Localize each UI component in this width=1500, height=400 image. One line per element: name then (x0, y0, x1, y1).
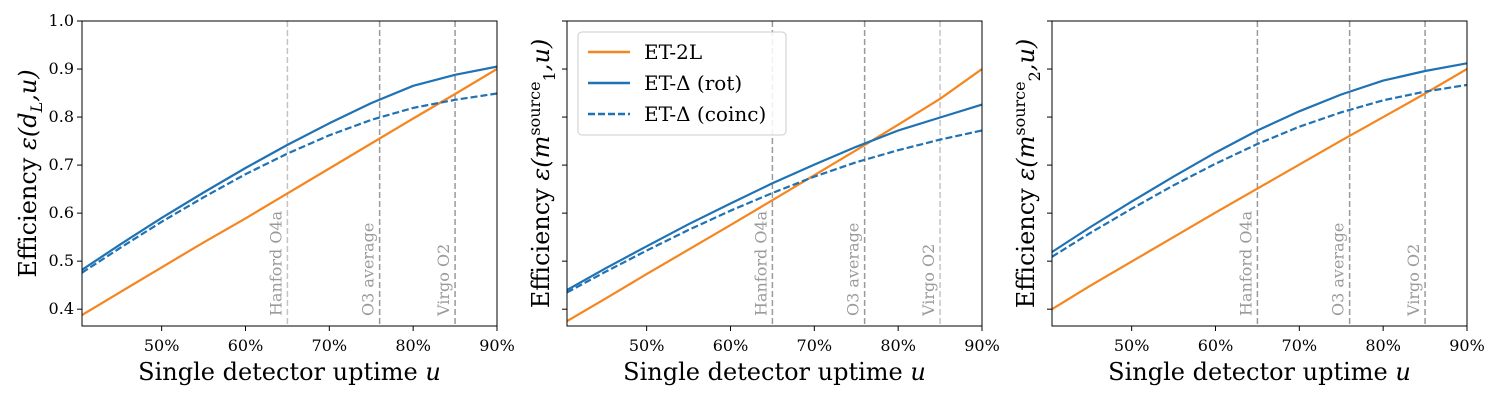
x-tick-label: 90% (1449, 336, 1485, 355)
vline-label-2: O3 average (844, 223, 863, 316)
x-tick-label: 60% (713, 336, 749, 355)
x-tick-label: 80% (1365, 336, 1401, 355)
series-group (567, 68, 982, 323)
x-tick-label: 50% (144, 336, 180, 355)
x-axis-label: Single detector uptime u (1108, 358, 1411, 386)
x-tick-label: 80% (395, 336, 431, 355)
x-axis-label: Single detector uptime u (623, 358, 926, 386)
x-tick-label: 90% (479, 336, 515, 355)
x-tick-label: 70% (797, 336, 833, 355)
vline-label-1: Hanford O4a (1236, 210, 1255, 316)
series-line-1 (1052, 68, 1467, 311)
x-tick-label: 50% (1114, 336, 1150, 355)
plot-frame (566, 20, 983, 327)
series-group (82, 65, 497, 316)
series-line-1 (82, 68, 497, 316)
vline-label-1: Hanford O4a (266, 210, 285, 316)
series-line-3 (567, 129, 982, 294)
y-axis-label: Efficiency ε(dL,u) (14, 69, 46, 277)
series-line-3 (82, 92, 497, 274)
vline-label-1: Hanford O4a (751, 210, 770, 316)
chart-panel-2: Hanford O4a O3 average Virgo O2 50% 60% 70% 80… (525, 20, 1000, 386)
vline-label-3: Virgo O2 (1404, 244, 1423, 317)
x-tick-label: 70% (1282, 336, 1318, 355)
y-axis-label: Efficiency ε(msource2,u) (1010, 39, 1044, 309)
y-tick-label: 0.7 (49, 155, 74, 174)
x-tick-label: 90% (964, 336, 1000, 355)
vline-label-2: O3 average (1329, 223, 1348, 316)
series-line-2 (1052, 62, 1467, 253)
legend-box (577, 31, 787, 136)
plot-frame (1051, 20, 1468, 327)
series-group (1052, 62, 1467, 311)
y-axis-label: Efficiency ε(msource1,u) (525, 39, 559, 309)
x-tick-label: 60% (1198, 336, 1234, 355)
legend: ET-2L ET-Δ (rot) ET-Δ (coinc) (577, 31, 787, 136)
series-line-3 (1052, 83, 1467, 258)
x-tick-label: 50% (629, 336, 665, 355)
y-tick-label: 1.0 (49, 11, 74, 30)
chart-panel-1: Hanford O4a O3 average Virgo O2 0.4 0.5 0.6 0.… (14, 11, 515, 386)
series-line-2 (82, 65, 497, 271)
y-tick-label: 0.8 (49, 107, 74, 126)
vline-label-2: O3 average (359, 223, 378, 316)
legend-entry-2: ET-Δ (rot) (644, 71, 742, 95)
y-tick-label: 0.4 (49, 299, 74, 318)
series-line-2 (567, 103, 982, 291)
y-tick-label: 0.9 (49, 59, 74, 78)
legend-entry-1: ET-2L (644, 40, 702, 64)
x-axis-label: Single detector uptime u (138, 358, 441, 386)
vline-label-3: Virgo O2 (919, 244, 938, 317)
x-tick-label: 60% (228, 336, 264, 355)
y-tick-label: 0.5 (49, 251, 74, 270)
x-tick-label: 80% (880, 336, 916, 355)
plot-frame (81, 20, 498, 327)
series-line-1 (567, 68, 982, 323)
vline-label-3: Virgo O2 (434, 244, 453, 317)
y-tick-label: 0.6 (49, 203, 74, 222)
chart-panel-3: Hanford O4a O3 average Virgo O2 50% 60% 70% 80… (1010, 20, 1485, 386)
legend-entry-3: ET-Δ (coinc) (644, 102, 766, 126)
x-tick-label: 70% (312, 336, 348, 355)
